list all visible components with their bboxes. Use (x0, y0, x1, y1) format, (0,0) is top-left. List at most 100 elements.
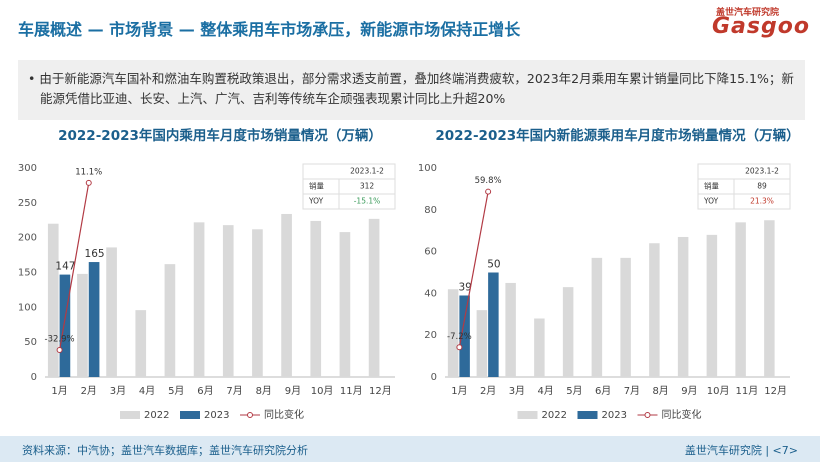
bar (735, 222, 746, 377)
legend-swatch (120, 411, 140, 419)
x-tick-label: 12月 (764, 385, 787, 397)
bar (764, 220, 775, 377)
footer-source: 资料来源：中汽协；盖世汽车数据库；盖世汽车研究院分析 (22, 444, 308, 457)
bullet: 由于新能源汽车国补和燃油车购置税政策退出，部分需求透支前置，叠加终端消费疲软，2… (39, 71, 794, 106)
bar (459, 295, 470, 377)
footer: 资料来源：中汽协；盖世汽车数据库；盖世汽车研究院分析 盖世汽车研究院 | <7> (0, 436, 820, 462)
bar (505, 282, 516, 377)
line-label: 11.1% (75, 167, 102, 177)
y-tick-label: 50 (24, 337, 37, 348)
legend-swatch (517, 411, 538, 419)
inset-box (697, 163, 791, 210)
x-tick-label: 4月 (537, 385, 553, 397)
bar (252, 229, 263, 377)
x-tick-label: 9月 (681, 385, 697, 397)
bar (88, 262, 100, 377)
inset-value: 312 (360, 182, 375, 191)
bar (534, 318, 545, 377)
bar (47, 223, 59, 377)
bar (59, 274, 71, 377)
bar (677, 236, 689, 377)
legend-label: 同比变化 (662, 408, 702, 421)
line-label: -7.2% (447, 332, 472, 342)
x-tick-label: 10月 (311, 385, 334, 397)
bar (281, 213, 292, 377)
inset-label: YOY (703, 197, 719, 206)
x-tick-label: 7月 (226, 385, 242, 397)
legend-label: 同比变化 (264, 408, 304, 421)
y-tick-label: 40 (424, 288, 437, 299)
y-tick-label: 100 (418, 163, 437, 174)
chart-title: 2022-2023年国内新能源乘用车月度市场销量情况（万辆） (435, 127, 799, 144)
legend-swatch (577, 411, 598, 419)
legend-swatch (644, 412, 651, 418)
data-label: 39 (458, 281, 471, 293)
x-tick-label: 7月 (624, 385, 640, 397)
x-tick-label: 3月 (110, 385, 126, 397)
x-tick-label: 6月 (197, 385, 213, 397)
bullet-box: • 由于新能源汽车国补和燃油车购置税政策退出，部分需求透支前置，叠加终端消费疲软… (18, 60, 805, 120)
x-tick-label: 3月 (509, 385, 525, 397)
y-tick-label: 0 (31, 372, 37, 383)
x-tick-label: 5月 (168, 385, 184, 397)
line-marker (85, 179, 92, 186)
x-tick-label: 5月 (566, 385, 582, 397)
line-marker (485, 188, 492, 195)
footer-page: 盖世汽车研究院 | <7> (684, 444, 798, 457)
logo-brand: Gasgoo (712, 14, 810, 39)
inset-header: 2023.1-2 (350, 167, 384, 176)
x-tick-label: 4月 (139, 385, 155, 397)
y-tick-label: 20 (424, 330, 437, 341)
bar (222, 225, 234, 377)
y-tick-label: 200 (18, 233, 37, 244)
bar (706, 234, 718, 377)
data-label: 147 (55, 261, 75, 273)
x-tick-label: 11月 (340, 385, 363, 397)
y-tick-label: 60 (424, 247, 437, 258)
inset-value: 89 (757, 182, 767, 191)
bullet-text: • 由于新能源汽车国补和燃油车购置税政策退出，部分需求透支前置，叠加终端消费疲软… (28, 71, 794, 106)
x-tick-label: 6月 (595, 385, 611, 397)
legend-swatch (180, 411, 200, 419)
logo-name: 盖世汽车研究院 (716, 8, 780, 18)
x-tick-label: 8月 (256, 385, 272, 397)
bar (620, 257, 631, 377)
line (58, 182, 90, 351)
x-tick-label: 1月 (451, 385, 467, 397)
x-tick-label: 2月 (480, 385, 496, 397)
line-label: -32.9% (45, 335, 75, 345)
bar (447, 289, 459, 377)
inset-value: 21.3% (750, 197, 774, 206)
y-tick-label: 250 (18, 198, 37, 209)
y-tick-label: 100 (18, 302, 37, 313)
page-title: 车展概述 — 市场背景 — 整体乘用车市场承压，新能源市场保持正增长 (18, 20, 521, 39)
inset-label: 销量 (704, 181, 719, 191)
bar (562, 287, 574, 377)
y-tick-label: 80 (424, 205, 437, 216)
x-tick-label: 10月 (707, 385, 730, 397)
bar (649, 243, 660, 377)
bar (368, 218, 380, 377)
line-label: 59.8% (475, 176, 502, 186)
y-tick-label: 150 (18, 268, 37, 279)
x-tick-label: 12月 (369, 385, 392, 397)
inset-label: YOY (308, 197, 324, 206)
legend-swatch (247, 412, 253, 418)
legend-label: 2023 (602, 410, 627, 421)
y-tick-label: 0 (431, 372, 437, 383)
legend-label: 2022 (144, 410, 169, 421)
bar (339, 232, 351, 377)
chart: 2022-2023年国内乘用车月度市场销量情况（万辆） 0 50 100 150 200 2… (18, 127, 396, 421)
x-tick-label: 2月 (81, 385, 97, 397)
bar (164, 264, 176, 377)
bar (310, 220, 322, 377)
legend-label: 2022 (542, 410, 567, 421)
y-tick-label: 300 (18, 163, 37, 174)
bar (193, 222, 205, 377)
inset-header: 2023.1-2 (745, 167, 779, 176)
bar (77, 273, 88, 377)
bar (135, 310, 147, 377)
data-label: 165 (85, 248, 105, 260)
chart-title: 2022-2023年国内乘用车月度市场销量情况（万辆） (58, 127, 382, 144)
